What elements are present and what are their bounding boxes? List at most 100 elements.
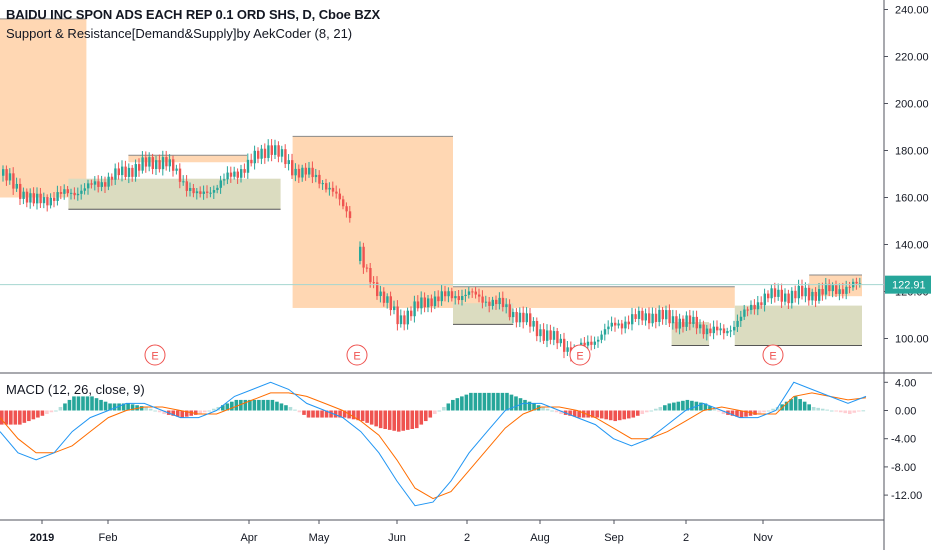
candle-body	[597, 339, 600, 342]
candle-body	[498, 297, 501, 305]
histogram-bar	[572, 410, 577, 417]
histogram-bar	[94, 398, 99, 411]
candle-body	[733, 326, 736, 331]
candle-body	[416, 301, 420, 309]
candle-body	[172, 159, 175, 171]
histogram-bar	[396, 410, 401, 432]
candle-body	[767, 293, 770, 299]
histogram-bar	[121, 403, 126, 411]
candle-body	[8, 173, 12, 181]
histogram-bar	[40, 410, 45, 416]
candle-body	[474, 291, 477, 295]
candle-body	[301, 167, 304, 178]
earnings-marker[interactable]: E	[144, 344, 166, 366]
candle-body	[654, 313, 658, 322]
candle-body	[70, 192, 73, 194]
histogram-bar	[99, 399, 103, 411]
candle-body	[314, 174, 318, 178]
candle-body	[427, 298, 430, 308]
x-tick-label: 2019	[30, 532, 54, 544]
candle-body	[233, 171, 236, 177]
histogram-bar	[342, 410, 347, 418]
candle-body	[461, 296, 464, 301]
histogram-bar	[144, 406, 148, 411]
candle-body	[389, 296, 392, 311]
candle-body	[505, 304, 508, 308]
earnings-marker[interactable]: E	[346, 344, 368, 366]
histogram-bar	[802, 401, 807, 411]
histogram-bar	[266, 399, 270, 411]
candle-body	[858, 283, 862, 285]
histogram-bar	[243, 399, 248, 411]
candle-body	[760, 302, 763, 306]
histogram-bar	[45, 410, 49, 415]
histogram-bar	[76, 396, 81, 411]
candle-body	[743, 309, 746, 317]
histogram-bar	[500, 392, 505, 411]
candle-body	[66, 189, 69, 194]
candle-body	[382, 291, 386, 303]
candle-body	[784, 293, 787, 302]
candle-body	[651, 313, 654, 324]
candle-body	[848, 286, 851, 288]
histogram-bar	[505, 392, 509, 411]
candle-body	[488, 301, 491, 306]
histogram-bar	[211, 408, 216, 411]
candle-body	[223, 179, 226, 181]
candle-body	[36, 193, 39, 204]
candle-body	[447, 291, 450, 297]
demand-zone	[68, 178, 281, 210]
y-tick-label: 220.00	[895, 52, 929, 64]
histogram-bar	[590, 410, 595, 418]
histogram-bar	[626, 410, 631, 419]
candle-body	[127, 167, 131, 177]
candle-body	[270, 145, 273, 155]
candle-body	[12, 173, 15, 189]
histogram-bar	[230, 401, 234, 411]
candle-body	[22, 191, 25, 199]
candle-body	[396, 306, 399, 325]
candle-body	[818, 289, 821, 301]
macd-label[interactable]: MACD (12, 26, close, 9)	[6, 382, 145, 397]
histogram-bar	[798, 399, 802, 411]
candle-body	[627, 321, 630, 325]
macd-y-tick-label: 4.00	[895, 377, 916, 389]
histogram-bar	[455, 398, 460, 411]
candle-body	[790, 290, 794, 304]
candle-body	[212, 190, 216, 193]
candle-body	[746, 309, 749, 311]
candle-body	[53, 197, 56, 201]
earnings-marker[interactable]: E	[569, 344, 591, 366]
candle-body	[178, 168, 182, 182]
histogram-bar	[816, 407, 820, 411]
candle-body	[688, 315, 692, 324]
histogram-bar	[284, 405, 288, 411]
histogram-bar	[261, 399, 266, 411]
candle-body	[56, 192, 59, 201]
histogram-bar	[414, 410, 419, 429]
supply-zone	[453, 286, 735, 308]
earnings-circle	[762, 344, 784, 366]
earnings-circle	[144, 344, 166, 366]
earnings-marker[interactable]: E	[762, 344, 784, 366]
candle-body	[216, 187, 219, 191]
histogram-bar	[581, 410, 586, 418]
candle-body	[539, 329, 542, 337]
histogram-bar	[433, 410, 437, 415]
candle-body	[393, 306, 396, 311]
demand-zone	[734, 305, 862, 346]
candle-body	[114, 168, 117, 180]
candle-body	[631, 314, 634, 325]
histogram-bar	[428, 410, 433, 418]
histogram-bar	[820, 408, 825, 411]
candle-body	[716, 326, 719, 331]
zones-layer	[0, 18, 862, 346]
earnings-circle	[346, 344, 368, 366]
histogram-bar	[153, 410, 157, 412]
indicator-label[interactable]: Support & Resistance[Demand&Supply]by Ae…	[6, 26, 353, 41]
histogram-bar	[225, 403, 230, 411]
histogram-bar	[130, 404, 135, 411]
